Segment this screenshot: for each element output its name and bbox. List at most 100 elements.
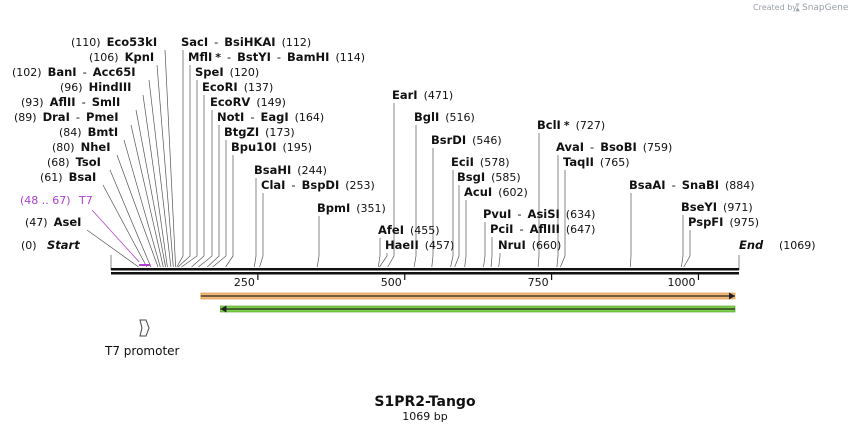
cut-position: (253) [345,179,375,192]
enzyme-name: DraI [43,110,70,124]
enzyme-name: HindIII [89,80,132,94]
enzyme-name: PmeI [86,110,119,124]
cut-position: (471) [424,89,454,102]
cut-position: (61) [40,171,63,184]
enzyme-name: NotI [217,110,244,124]
site-label-mfli: MflI * - BstYI - BamHI (114) [188,50,365,64]
cut-line-drai [130,124,164,268]
site-label-bsgi: BsgI (585) [457,170,521,184]
feature-arrows [200,292,736,313]
site-label-haeii: HaeII (457) [385,238,454,252]
tick-label: 500 [381,276,402,289]
cut-position: (602) [498,186,528,199]
cut-line-tsoi [109,169,152,268]
snapgene-logo-icon [795,3,800,12]
cut-position: (164) [295,111,325,124]
enzyme-name: PvuI [483,207,511,221]
enzyme-name: BsaAI [629,178,666,192]
cut-line-nhei [116,154,159,268]
tick-label: 1000 [667,276,695,289]
cut-position: (585) [491,171,521,184]
site-label-aflii: (93) AflII - SmlI [21,95,120,109]
site-label-saci: SacI - BsiHKAI (112) [181,35,311,49]
site-label-taqii: TaqII (765) [563,155,630,169]
enzyme-name: AflII [50,95,76,109]
cut-position: (102) [12,66,42,79]
separator: - [519,222,523,236]
cut-position: (84) [59,126,82,139]
site-label-afei: AfeI (455) [378,223,440,237]
cut-position: (578) [480,156,510,169]
cut-position: (120) [230,66,260,79]
enzyme-name: EciI [451,155,474,169]
enzyme-name: BsaI [69,170,97,184]
site-label-bpmi: BpmI (351) [317,201,386,215]
separator: - [277,50,281,64]
site-label-bseyi: BseYI (971) [681,200,753,214]
credit-prefix: Created by [753,3,797,12]
map-length: 1069 bp [402,410,447,423]
start-label: (0) Start [21,238,80,252]
separator: - [250,110,254,124]
cut-position: (975) [729,216,759,229]
site-label-hindiii: (96) HindIII [60,80,131,94]
site-label-bsai: (61) BsaI [40,170,96,184]
enzyme-name: NruI [498,238,526,252]
cut-line-taqii [560,170,566,268]
enzyme-name: BglI [414,110,439,124]
cut-position: (93) [21,96,44,109]
cut-line-eco53ki [164,49,176,268]
dna-backbone [111,268,739,275]
tick-label: 750 [528,276,549,289]
enzyme-name: BseYI [681,200,717,214]
t7-range-name: T7 [78,194,93,207]
cut-position: (80) [52,141,75,154]
cut-line-eari [387,103,395,268]
site-label-drai: (89) DraI - PmeI [14,110,119,124]
enzyme-name: BstYI [237,50,271,64]
t7-promoter-label: T7 promoter [104,344,180,358]
cut-position: (351) [356,202,386,215]
t7-range-mark [91,209,151,266]
cut-line-bsai [102,184,148,268]
t7-promoter-feature: T7 promoter [104,319,180,358]
cut-position: (516) [445,111,475,124]
cut-position: (114) [335,51,365,64]
site-label-clai: ClaI - BspDI (253) [261,178,375,192]
ruler: 250 500 750 1000 [234,274,700,289]
cut-position: (68) [47,156,70,169]
tick-label: 250 [234,276,255,289]
site-label-bani: (102) BanI - Acc65I [12,65,136,79]
cut-line-ecorv [198,110,213,268]
separator: - [517,207,521,221]
start-name: Start [47,238,80,252]
cut-lines [86,49,740,270]
bottom-strand [111,272,739,275]
top-strand [111,268,739,271]
enzyme-name: TaqII [563,155,594,169]
cut-position: (137) [244,81,274,94]
promoter-arrow-icon [139,319,150,337]
enzyme-name: EcoRV [210,95,250,109]
enzyme-name: BtgZI [224,125,259,139]
enzyme-name: Bpu10I [231,140,276,154]
cut-position: (173) [265,126,295,139]
cut-line-bcli [537,133,540,268]
cut-position: (727) [576,119,606,132]
separator: - [672,178,676,192]
enzyme-name: Eco53kI [107,35,158,49]
cut-position: (660) [532,239,562,252]
site-label-nrui: NruI (660) [498,238,561,252]
cut-position: (110) [71,36,101,49]
cut-line-bpu10i [225,155,234,268]
enzyme-name: MflI [188,50,212,64]
enzyme-name: PspFI [688,215,723,229]
enzyme-name: SacI [181,35,208,49]
cut-position: (112) [282,36,312,49]
start-position: (0) [21,239,37,252]
enzyme-name: AsiSI [528,207,560,221]
cut-line-spei [181,80,198,268]
cut-position: (765) [600,156,630,169]
enzyme-name: SmlI [92,95,121,109]
cut-position: (195) [282,141,312,154]
